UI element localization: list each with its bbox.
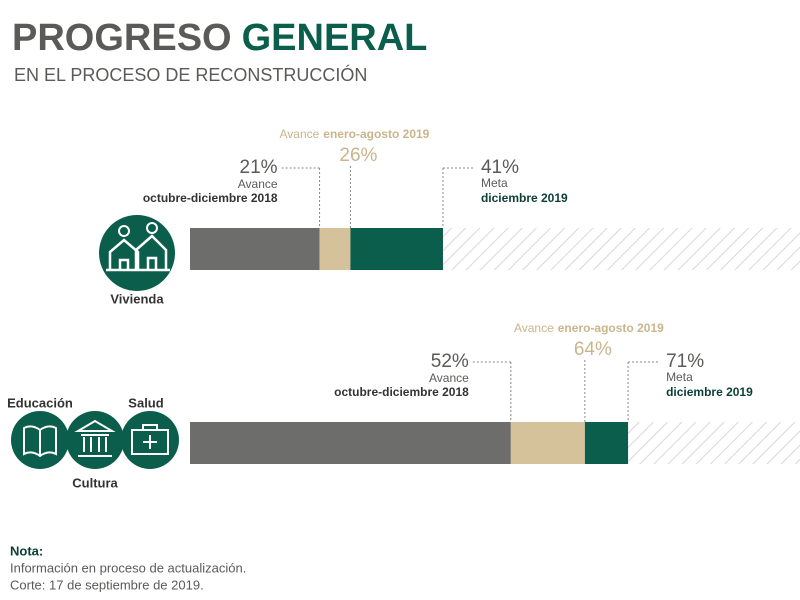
progress-segment	[584, 422, 629, 464]
caption-bold: diciembre 2019	[481, 191, 568, 205]
note-line: Corte: 17 de septiembre de 2019.	[10, 577, 204, 592]
caption-bold: diciembre 2019	[666, 385, 753, 399]
caption: Avance	[514, 321, 554, 335]
caption-bold: enero-agosto 2019	[558, 321, 664, 335]
caption: Meta	[666, 370, 693, 384]
sector-label: Salud	[128, 395, 163, 410]
caption: Avance	[279, 127, 319, 141]
progress-segment	[190, 228, 320, 270]
value-label: 41%	[481, 157, 519, 178]
title-part: PROGRESO	[12, 17, 232, 59]
caption: Avance	[238, 177, 278, 191]
value-label: 26%	[339, 145, 377, 166]
title-part: GENERAL	[242, 17, 428, 59]
housing-icon	[99, 215, 175, 291]
value-label: 21%	[240, 157, 278, 178]
remaining-hatch	[442, 228, 800, 270]
value-label: 71%	[666, 351, 704, 372]
sector-label: Vivienda	[110, 291, 164, 306]
caption-line: Avance enero-agosto 2019	[514, 321, 664, 335]
progress-segment	[190, 422, 511, 464]
title: PROGRESO GENERAL	[12, 17, 427, 59]
subtitle: EN EL PROCESO DE RECONSTRUCCIÓN	[14, 64, 367, 85]
progress-segment	[350, 228, 443, 270]
progress-segment	[510, 422, 585, 464]
progress-segment	[319, 228, 351, 270]
sector-label: Cultura	[72, 475, 118, 490]
caption: Avance	[429, 371, 469, 385]
value-label: 64%	[574, 339, 612, 360]
value-label: 52%	[431, 351, 469, 372]
caption-line: Avance enero-agosto 2019	[279, 127, 429, 141]
caption-bold: octubre-diciembre 2018	[143, 191, 278, 205]
caption-bold: octubre-diciembre 2018	[334, 385, 469, 399]
sector-icons	[11, 411, 179, 469]
remaining-hatch	[628, 422, 800, 464]
note-line: Información en proceso de actualización.	[10, 560, 246, 575]
caption-bold: enero-agosto 2019	[323, 127, 429, 141]
sector-label: Educación	[7, 395, 73, 410]
note-title: Nota:	[10, 543, 43, 558]
caption: Meta	[481, 176, 508, 190]
